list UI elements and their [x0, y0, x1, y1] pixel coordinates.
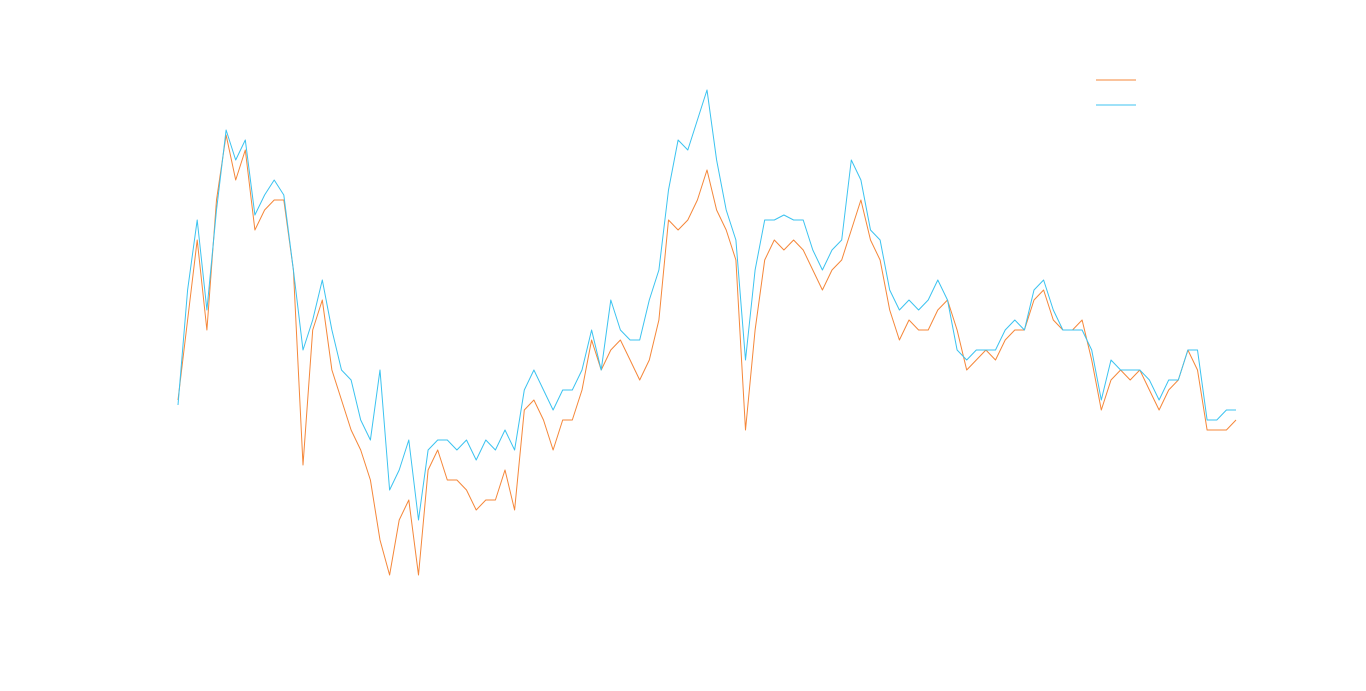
series-line	[177, 89, 1236, 521]
series-line	[177, 134, 1237, 576]
